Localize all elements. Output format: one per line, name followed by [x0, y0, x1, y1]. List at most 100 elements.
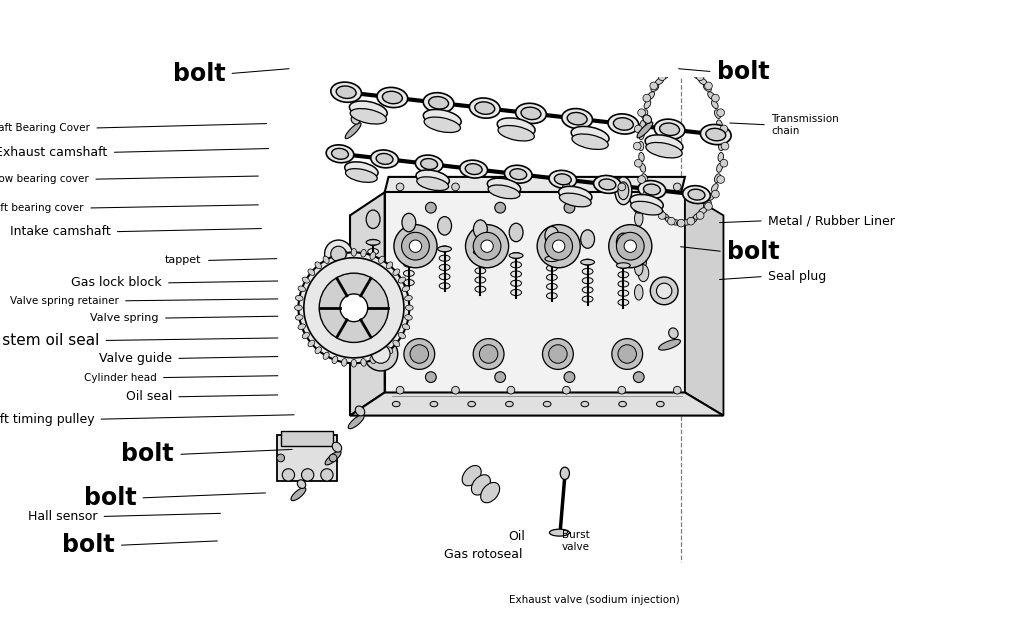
Ellipse shape	[658, 339, 681, 350]
Circle shape	[658, 73, 666, 81]
Ellipse shape	[386, 262, 393, 269]
Ellipse shape	[594, 175, 622, 193]
Ellipse shape	[706, 129, 726, 141]
Text: Exhaust valve (sodium injection): Exhaust valve (sodium injection)	[509, 595, 679, 605]
Ellipse shape	[403, 280, 415, 285]
Ellipse shape	[439, 246, 450, 252]
Circle shape	[564, 372, 574, 383]
Circle shape	[410, 240, 422, 252]
Ellipse shape	[581, 230, 595, 248]
Circle shape	[712, 190, 719, 198]
Ellipse shape	[468, 401, 475, 407]
Circle shape	[564, 202, 574, 213]
Ellipse shape	[439, 283, 450, 289]
Ellipse shape	[332, 148, 348, 159]
Ellipse shape	[703, 201, 712, 208]
Ellipse shape	[475, 286, 485, 292]
Text: Double row bearing cover: Double row bearing cover	[0, 174, 89, 184]
Ellipse shape	[651, 201, 658, 208]
Ellipse shape	[511, 280, 521, 286]
Ellipse shape	[636, 253, 646, 270]
Polygon shape	[350, 192, 385, 415]
Ellipse shape	[617, 300, 629, 305]
Ellipse shape	[700, 124, 731, 145]
Ellipse shape	[471, 475, 490, 495]
Ellipse shape	[583, 296, 593, 302]
Ellipse shape	[345, 169, 377, 182]
Circle shape	[638, 109, 645, 116]
Ellipse shape	[643, 184, 660, 195]
Ellipse shape	[708, 92, 715, 100]
Ellipse shape	[545, 256, 559, 262]
Circle shape	[625, 240, 637, 252]
Ellipse shape	[614, 177, 632, 205]
Ellipse shape	[599, 179, 615, 190]
Ellipse shape	[393, 269, 399, 275]
Ellipse shape	[332, 252, 338, 259]
Text: Oil: Oil	[509, 530, 525, 543]
Circle shape	[720, 159, 728, 167]
Ellipse shape	[475, 102, 495, 115]
Circle shape	[452, 183, 460, 191]
Text: Metal / Rubber Liner: Metal / Rubber Liner	[768, 214, 895, 227]
Ellipse shape	[642, 110, 648, 118]
Ellipse shape	[617, 262, 629, 269]
Ellipse shape	[660, 213, 669, 220]
Circle shape	[543, 339, 573, 369]
Text: bolt: bolt	[717, 60, 769, 84]
Ellipse shape	[581, 401, 589, 407]
Ellipse shape	[315, 262, 322, 269]
Ellipse shape	[617, 290, 629, 296]
Circle shape	[479, 345, 498, 364]
Ellipse shape	[631, 202, 663, 215]
Ellipse shape	[638, 141, 644, 150]
Circle shape	[538, 225, 581, 268]
Ellipse shape	[350, 109, 386, 124]
Ellipse shape	[712, 184, 718, 192]
Circle shape	[634, 142, 641, 150]
Circle shape	[617, 183, 626, 191]
Ellipse shape	[349, 101, 387, 119]
Ellipse shape	[439, 255, 450, 261]
Ellipse shape	[638, 265, 649, 282]
Circle shape	[396, 387, 403, 394]
Ellipse shape	[324, 256, 329, 264]
Ellipse shape	[393, 340, 399, 347]
Circle shape	[473, 232, 501, 260]
Ellipse shape	[398, 333, 406, 339]
Circle shape	[617, 387, 626, 394]
Ellipse shape	[635, 211, 643, 226]
Text: Valve spring retainer: Valve spring retainer	[10, 296, 119, 306]
Ellipse shape	[682, 67, 691, 72]
Circle shape	[325, 240, 352, 268]
Circle shape	[643, 190, 650, 198]
Text: Burst
valve: Burst valve	[561, 530, 590, 552]
Ellipse shape	[473, 220, 487, 238]
Ellipse shape	[644, 184, 651, 192]
Ellipse shape	[639, 131, 644, 140]
Ellipse shape	[717, 120, 722, 129]
Ellipse shape	[617, 182, 629, 200]
Ellipse shape	[370, 356, 376, 364]
Ellipse shape	[583, 259, 593, 265]
Ellipse shape	[367, 210, 380, 228]
Ellipse shape	[682, 220, 691, 225]
Ellipse shape	[509, 253, 523, 259]
Ellipse shape	[581, 259, 595, 265]
Circle shape	[425, 372, 436, 383]
Ellipse shape	[560, 467, 569, 479]
Polygon shape	[385, 177, 685, 192]
Ellipse shape	[703, 84, 712, 92]
Text: bolt: bolt	[62, 533, 115, 557]
Ellipse shape	[712, 100, 718, 109]
Circle shape	[372, 345, 390, 364]
Ellipse shape	[345, 123, 361, 139]
Ellipse shape	[547, 284, 557, 290]
Circle shape	[668, 67, 675, 75]
Text: Valve stem oil seal: Valve stem oil seal	[0, 333, 99, 348]
Ellipse shape	[424, 117, 461, 132]
Ellipse shape	[617, 281, 629, 287]
Ellipse shape	[291, 488, 306, 500]
Ellipse shape	[583, 268, 593, 275]
Ellipse shape	[506, 401, 513, 407]
